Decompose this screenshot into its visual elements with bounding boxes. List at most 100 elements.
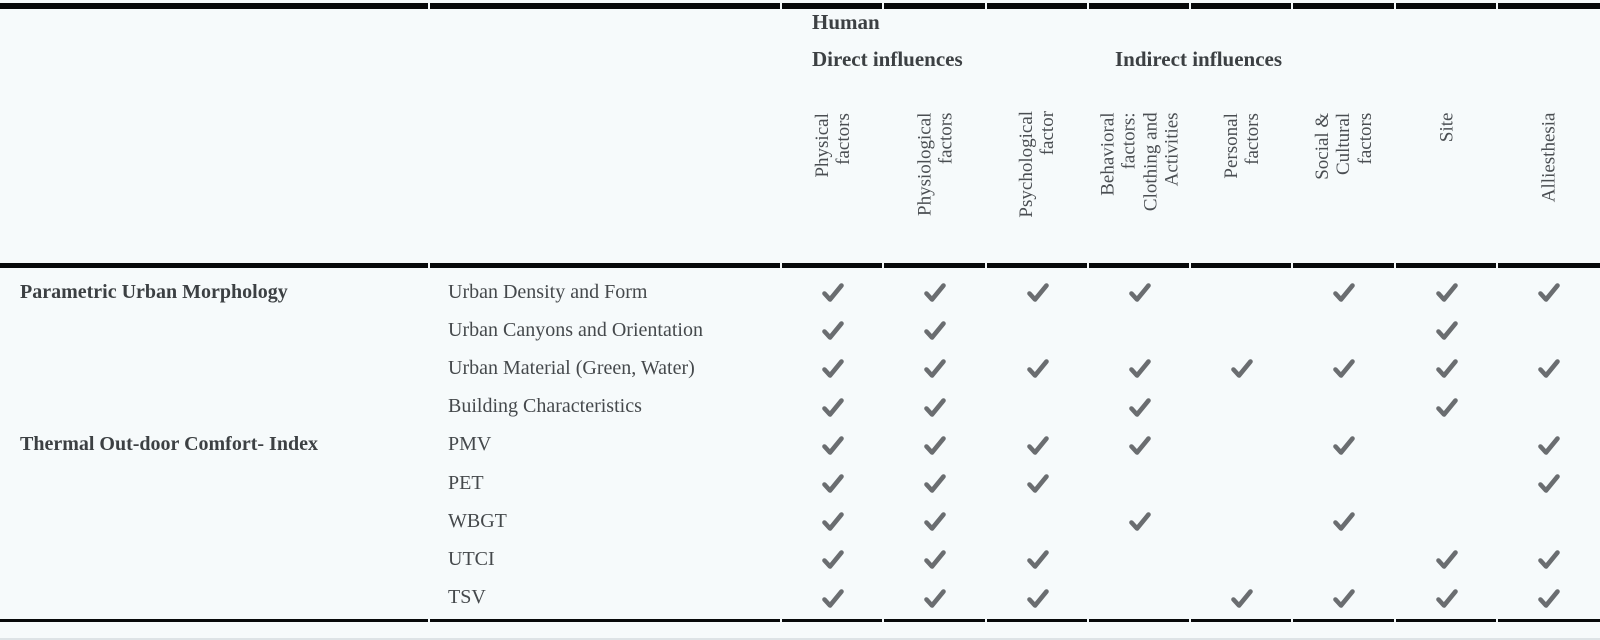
checkmark-icon [1435, 359, 1458, 379]
check-cell [1191, 356, 1293, 380]
row-label: Building Characteristics [448, 395, 642, 418]
checkmark-icon [1435, 588, 1458, 608]
check-cell [1089, 509, 1191, 533]
rule-segment [884, 619, 985, 622]
check-cell [782, 586, 884, 610]
checkmark-icon [1538, 283, 1560, 302]
rule-segment [1088, 619, 1189, 622]
checkmark-icon [1538, 550, 1560, 570]
rule-segment [0, 263, 428, 268]
checkmark-icon [822, 474, 844, 493]
checkmark-icon [1026, 588, 1049, 608]
check-cell [884, 509, 986, 533]
checkmark-icon [1129, 283, 1151, 302]
checkmark-icon [1026, 474, 1049, 493]
row-group-label: Thermal Out-door Comfort- Index [20, 433, 318, 456]
check-cell [782, 509, 884, 533]
column-header-label: Psychological factor [1016, 110, 1059, 218]
rule-segment [782, 3, 883, 9]
check-cell [884, 433, 986, 457]
row-label: TSV [448, 586, 486, 609]
checkmark-icon [1026, 550, 1049, 570]
table-row-pet: PET [0, 464, 1600, 502]
check-cell [884, 318, 986, 342]
table-row-urban-material-green-water: Urban Material (Green, Water) [0, 349, 1600, 387]
check-cell [1089, 433, 1191, 457]
check-cell [1089, 356, 1191, 380]
checkmark-icon [924, 359, 947, 379]
column-header-label: Site [1435, 112, 1457, 143]
checkmark-icon [1435, 550, 1458, 570]
checkmark-icon [1333, 283, 1356, 302]
checkmark-icon [822, 283, 844, 302]
rule-segment [1395, 263, 1496, 268]
checkmark-icon [822, 436, 844, 455]
column-header-psychological-factor: Psychological factor [987, 70, 1089, 258]
rule-segment [1497, 263, 1600, 268]
check-cell [1396, 547, 1498, 571]
checkmark-icon [924, 474, 947, 493]
column-header-label: Physical factors [811, 112, 855, 178]
rule-segment [1191, 263, 1292, 268]
checkmark-icon [1538, 588, 1560, 608]
check-cell [884, 356, 986, 380]
rule-segment [430, 619, 780, 622]
column-header-personal-factors: Personal factors [1191, 70, 1293, 258]
checkmark-icon [822, 550, 844, 570]
rule-segment [1191, 3, 1292, 9]
row-label: Urban Density and Form [448, 280, 648, 303]
checkmark-icon [1129, 359, 1151, 379]
rule-segment [1497, 619, 1600, 622]
rotated-column-headers: Physical factors Physiological factors Psy… [782, 70, 1600, 258]
row-label: UTCI [448, 547, 495, 570]
check-cell [782, 280, 884, 304]
check-cell [1293, 433, 1395, 457]
rule-segment [986, 3, 1087, 9]
rule-segment [884, 263, 985, 268]
checkmark-icon [1538, 359, 1560, 379]
checkmark-icon [924, 436, 947, 455]
column-header-label: Physiological factors [914, 112, 957, 216]
checkmark-icon [924, 550, 947, 570]
checkmark-icon [924, 283, 947, 302]
checkmark-icon [924, 512, 947, 532]
column-header-physical-factors: Physical factors [782, 70, 884, 258]
checkmark-icon [822, 359, 844, 379]
check-cell [1089, 395, 1191, 419]
row-label: PET [448, 471, 484, 494]
check-cell [987, 586, 1089, 610]
check-cell [1498, 586, 1600, 610]
check-cell [987, 471, 1089, 495]
rule-segment [1088, 3, 1189, 9]
check-cell [1293, 509, 1395, 533]
checkmark-icon [1129, 512, 1151, 532]
check-cell [884, 280, 986, 304]
check-cell [884, 395, 986, 419]
column-header-label: Personal factors [1220, 112, 1264, 179]
row-label: Urban Material (Green, Water) [448, 356, 695, 379]
checkmark-icon [822, 588, 844, 608]
rule-segment [430, 3, 780, 9]
check-cell [1293, 356, 1395, 380]
check-cell [884, 471, 986, 495]
check-cell [884, 547, 986, 571]
header-human: Human [812, 10, 880, 34]
table-row-tsv: TSV [0, 579, 1600, 617]
table-row-wbgt: WBGT [0, 502, 1600, 540]
check-cell [782, 471, 884, 495]
rule-segment [1293, 619, 1394, 622]
rule-segment [782, 263, 883, 268]
checkmark-icon [1026, 436, 1049, 455]
table-row-urban-density-and-form: Parametric Urban Morphology Urban Density… [0, 273, 1600, 311]
check-cell [1396, 280, 1498, 304]
checkmark-icon [1333, 512, 1356, 532]
check-cell [1396, 318, 1498, 342]
check-cell [1498, 471, 1600, 495]
top-rule [0, 3, 1600, 9]
check-cell [987, 356, 1089, 380]
rule-segment [782, 619, 883, 622]
check-cell [782, 433, 884, 457]
rule-segment [1395, 3, 1496, 9]
check-cell [1498, 433, 1600, 457]
